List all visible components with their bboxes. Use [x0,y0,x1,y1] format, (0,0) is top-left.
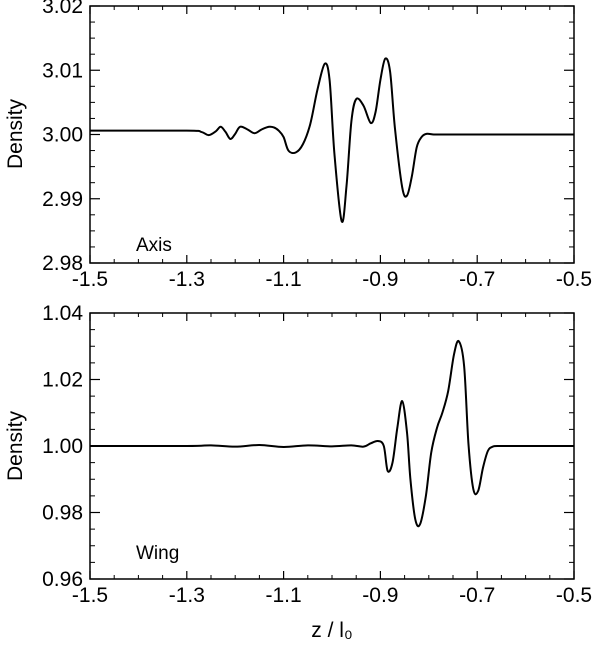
y-tick-label: 0.98 [42,502,83,525]
y-tick-label: 3.00 [42,124,83,147]
panel-label: Wing [136,543,179,564]
x-tick-label: -1.1 [266,268,302,291]
x-tick-label: -0.9 [362,584,398,607]
x-tick-label: -0.9 [362,268,398,291]
y-tick-label: 3.02 [42,0,83,18]
axis-panel: -1.5 -1.3 -1.1 -0.9 -0.7 -0.5 2.98 2.99 3.00 3.0… [4,0,592,291]
x-axis-title: z / l₀ [311,619,352,642]
x-tick-labels: -1.5 -1.3 -1.1 -0.9 -0.7 -0.5 [72,268,592,291]
y-axis-title: Density [4,98,27,169]
y-axis-title: Density [4,410,27,481]
x-tick-label: -0.7 [459,584,495,607]
x-tick-label: -0.7 [459,268,495,291]
y-tick-label: 1.02 [42,369,83,392]
x-tick-label: -1.5 [72,268,108,291]
x-tick-labels: -1.5 -1.3 -1.1 -0.9 -0.7 -0.5 [72,584,592,607]
y-tick-label: 0.96 [42,568,83,591]
wing-panel: -1.5 -1.3 -1.1 -0.9 -0.7 -0.5 0.96 0.98 1.00 1.0… [4,302,592,642]
y-tick-label: 2.99 [42,188,83,211]
x-tick-label: -1.3 [169,268,205,291]
tick-marks [89,312,575,580]
series-line [89,57,574,223]
y-tick-label: 1.00 [42,435,83,458]
x-tick-label: -0.5 [556,584,592,607]
x-tick-label: -0.5 [556,268,592,291]
y-tick-labels: 0.96 0.98 1.00 1.02 1.04 [42,302,83,591]
y-tick-label: 1.04 [42,302,83,325]
x-tick-label: -1.5 [72,584,108,607]
series-line [89,339,574,528]
x-tick-label: -1.1 [266,584,302,607]
tick-marks [89,5,575,264]
y-tick-labels: 2.98 2.99 3.00 3.01 3.02 [42,0,83,275]
y-tick-label: 3.01 [42,59,83,82]
x-tick-label: -1.3 [169,584,205,607]
y-tick-label: 2.98 [42,252,83,275]
panel-label: Axis [136,235,172,256]
